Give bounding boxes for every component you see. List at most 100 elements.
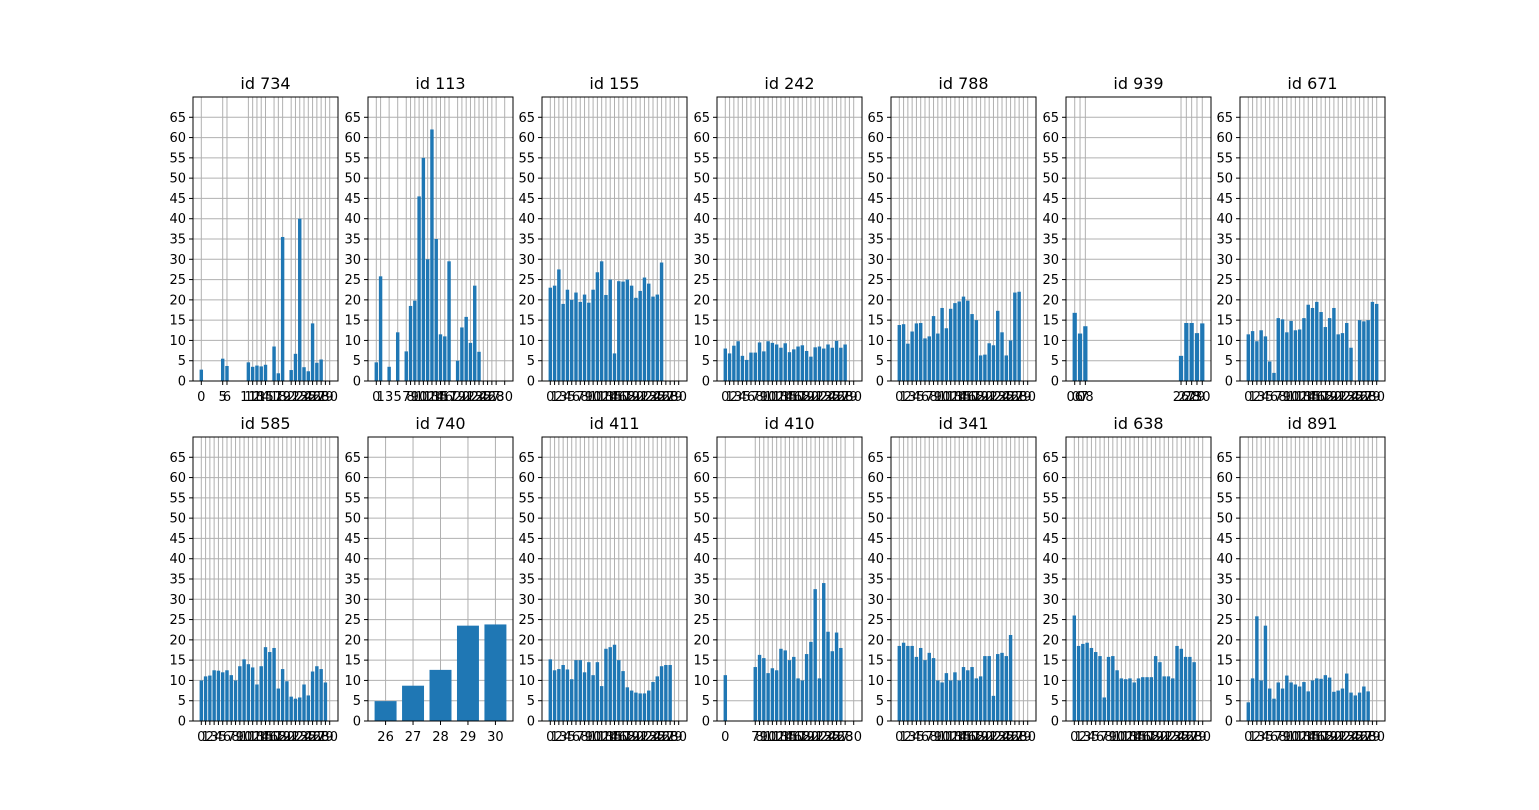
- bar: [1315, 301, 1319, 381]
- bar: [970, 667, 974, 721]
- bar: [604, 294, 608, 381]
- x-tick-label: 24: [994, 390, 1011, 405]
- x-tick-label: 30: [321, 390, 338, 405]
- bar: [783, 650, 787, 721]
- subplot-title: id 242: [764, 74, 814, 93]
- x-tick-label: 23: [1338, 390, 1355, 405]
- y-tick-label: 25: [344, 613, 361, 628]
- x-tick-label: 30: [845, 390, 862, 405]
- bar: [464, 316, 468, 381]
- bar: [830, 347, 835, 381]
- x-tick-label: 13: [424, 390, 441, 405]
- bar: [774, 670, 779, 721]
- bar: [948, 308, 953, 381]
- y-tick-label: 45: [693, 192, 710, 207]
- bar: [787, 352, 792, 381]
- x-tick-label: 15: [781, 390, 798, 405]
- bar: [740, 355, 745, 381]
- bar: [569, 299, 574, 381]
- x-tick-label: 11: [938, 390, 955, 405]
- x-tick-label: 7: [227, 730, 235, 745]
- y-tick-label: 15: [867, 314, 884, 329]
- bar: [1310, 307, 1315, 381]
- bar: [1145, 677, 1149, 721]
- bar: [473, 285, 477, 381]
- bar: [936, 680, 940, 721]
- x-tick-label: 7: [925, 390, 933, 405]
- y-tick-label: 45: [518, 192, 535, 207]
- bar: [220, 672, 225, 721]
- y-tick-label: 55: [693, 491, 710, 506]
- y-tick-label: 5: [353, 694, 361, 709]
- subplot-4: 0510152025303540455055606501234567891011…: [867, 74, 1037, 405]
- x-tick-label: 12: [1291, 730, 1308, 745]
- x-tick-label: 26: [1002, 730, 1019, 745]
- x-tick-label: 29: [1364, 730, 1381, 745]
- bar: [966, 300, 970, 381]
- x-tick-label: 26: [828, 730, 845, 745]
- bar: [944, 673, 949, 721]
- bar: [242, 659, 246, 721]
- x-tick-label: 30: [1194, 390, 1211, 405]
- x-tick-label: 17: [1313, 390, 1330, 405]
- y-tick-label: 10: [518, 674, 535, 689]
- x-tick-label: 1: [550, 730, 558, 745]
- y-tick-label: 0: [178, 715, 186, 730]
- bar: [1285, 332, 1289, 381]
- y-tick-label: 0: [527, 715, 535, 730]
- y-tick-label: 0: [1051, 715, 1059, 730]
- bar: [647, 690, 651, 721]
- x-tick-label: 28: [837, 730, 854, 745]
- bar: [548, 287, 553, 381]
- bar: [1077, 333, 1083, 381]
- x-tick-label: 7: [576, 390, 584, 405]
- bar: [212, 670, 216, 721]
- y-tick-label: 45: [344, 532, 361, 547]
- x-tick-label: 15: [432, 390, 449, 405]
- x-tick-label: 17: [1139, 730, 1156, 745]
- bar: [484, 624, 507, 721]
- x-tick-label: 24: [820, 730, 837, 745]
- y-tick-label: 10: [1042, 674, 1059, 689]
- x-tick-label: 6: [223, 390, 231, 405]
- x-tick-label: 26: [304, 730, 321, 745]
- bar: [259, 666, 263, 721]
- bar: [1272, 698, 1276, 721]
- bar: [315, 666, 319, 721]
- bar: [1162, 676, 1166, 721]
- bar: [259, 366, 263, 381]
- bar: [651, 296, 655, 381]
- x-tick-label: 19: [1321, 390, 1338, 405]
- x-tick-label: 20: [977, 390, 994, 405]
- bar: [749, 352, 753, 381]
- x-tick-label: 3: [908, 390, 916, 405]
- x-tick-label: 9: [934, 730, 942, 745]
- x-tick-label: 21: [632, 730, 649, 745]
- x-tick-label: 4: [1087, 730, 1095, 745]
- x-tick-label: 11: [1113, 730, 1130, 745]
- bar: [608, 647, 612, 721]
- x-tick-label: 1: [201, 730, 209, 745]
- bar: [574, 660, 578, 721]
- x-tick-label: 17: [790, 730, 807, 745]
- bar: [574, 292, 578, 381]
- x-tick-label: 24: [645, 390, 662, 405]
- y-tick-label: 30: [867, 253, 884, 268]
- y-tick-label: 45: [1042, 192, 1059, 207]
- bar: [757, 342, 762, 381]
- bar: [1098, 656, 1102, 721]
- bar: [1132, 682, 1136, 721]
- y-tick-label: 25: [1216, 273, 1233, 288]
- bar: [800, 680, 805, 721]
- x-tick-label: 28: [662, 390, 679, 405]
- bar: [629, 285, 634, 381]
- y-tick-label: 60: [1042, 131, 1059, 146]
- y-tick-label: 60: [344, 131, 361, 146]
- x-tick-label: 3: [1083, 730, 1091, 745]
- bar: [289, 696, 293, 721]
- bar: [1366, 691, 1370, 721]
- x-tick-label: 20: [803, 390, 820, 405]
- x-tick-label: 15: [257, 390, 274, 405]
- y-tick-label: 25: [518, 273, 535, 288]
- bar: [732, 345, 736, 381]
